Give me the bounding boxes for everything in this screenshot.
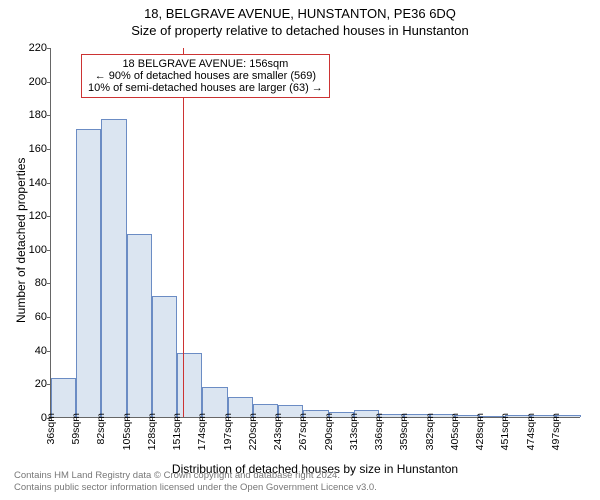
- info-line1: 18 BELGRAVE AVENUE: 156sqm: [88, 58, 323, 70]
- y-tick-label: 0: [17, 412, 47, 424]
- x-tick-label: 474sqm: [525, 413, 537, 450]
- x-tick-label: 428sqm: [474, 413, 486, 450]
- histogram-bar: [152, 296, 177, 417]
- x-tick-label: 105sqm: [121, 413, 133, 450]
- y-tick-label: 160: [17, 143, 47, 155]
- x-tick-label: 243sqm: [272, 413, 284, 450]
- x-tick-label: 82sqm: [95, 413, 107, 445]
- x-tick-label: 220sqm: [247, 413, 259, 450]
- x-tick-label: 197sqm: [222, 413, 234, 450]
- y-tick-mark: [47, 115, 51, 116]
- y-tick-mark: [47, 216, 51, 217]
- x-tick-label: 313sqm: [348, 413, 360, 450]
- x-tick-label: 336sqm: [373, 413, 385, 450]
- y-tick-label: 220: [17, 42, 47, 54]
- info-line3: 10% of semi-detached houses are larger (…: [88, 82, 323, 94]
- x-tick-label: 267sqm: [297, 413, 309, 450]
- x-tick-label: 405sqm: [449, 413, 461, 450]
- x-tick-label: 451sqm: [499, 413, 511, 450]
- x-tick-label: 128sqm: [146, 413, 158, 450]
- y-tick-mark: [47, 183, 51, 184]
- x-tick-label: 497sqm: [550, 413, 562, 450]
- chart-area: 02040608010012014016018020022036sqm59sqm…: [50, 48, 580, 418]
- footer-line-1: Contains HM Land Registry data © Crown c…: [14, 470, 377, 482]
- x-tick-label: 59sqm: [70, 413, 82, 445]
- subtitle: Size of property relative to detached ho…: [0, 21, 600, 42]
- property-marker-line: [183, 48, 184, 417]
- x-tick-label: 36sqm: [45, 413, 57, 445]
- y-tick-mark: [47, 149, 51, 150]
- y-tick-label: 200: [17, 76, 47, 88]
- property-info-box: 18 BELGRAVE AVENUE: 156sqm← 90% of detac…: [81, 54, 330, 98]
- histogram-bar: [51, 378, 76, 417]
- y-tick-label: 20: [17, 378, 47, 390]
- footer-line-2: Contains public sector information licen…: [14, 482, 377, 494]
- y-tick-label: 40: [17, 345, 47, 357]
- info-line2: ← 90% of detached houses are smaller (56…: [88, 70, 323, 82]
- histogram-bar: [127, 234, 152, 417]
- y-tick-mark: [47, 351, 51, 352]
- plot-region: 02040608010012014016018020022036sqm59sqm…: [50, 48, 580, 418]
- address-line: 18, BELGRAVE AVENUE, HUNSTANTON, PE36 6D…: [0, 0, 600, 21]
- x-tick-label: 290sqm: [323, 413, 335, 450]
- histogram-bar: [177, 353, 202, 417]
- x-tick-label: 151sqm: [171, 413, 183, 450]
- y-tick-mark: [47, 317, 51, 318]
- y-tick-mark: [47, 250, 51, 251]
- y-tick-mark: [47, 82, 51, 83]
- y-axis-label: Number of detached properties: [14, 158, 28, 323]
- x-tick-label: 382sqm: [424, 413, 436, 450]
- y-tick-mark: [47, 48, 51, 49]
- x-tick-label: 359sqm: [398, 413, 410, 450]
- y-tick-mark: [47, 283, 51, 284]
- x-tick-label: 174sqm: [196, 413, 208, 450]
- histogram-bar: [101, 119, 126, 417]
- histogram-bar: [76, 129, 101, 417]
- attribution-footer: Contains HM Land Registry data © Crown c…: [14, 470, 377, 494]
- y-tick-label: 180: [17, 109, 47, 121]
